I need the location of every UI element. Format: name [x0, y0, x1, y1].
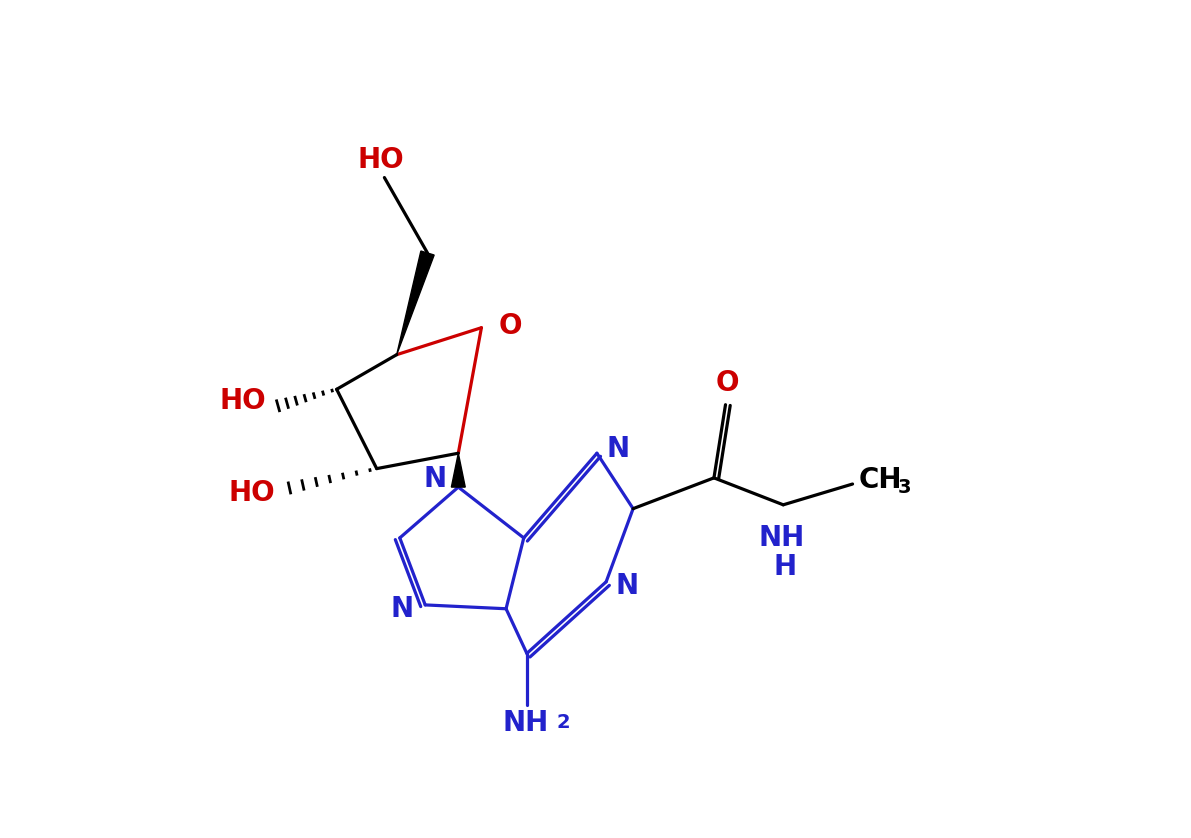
Text: N: N [616, 572, 638, 600]
Text: O: O [498, 313, 522, 340]
Text: H: H [773, 552, 797, 581]
Text: N: N [391, 595, 413, 623]
Polygon shape [397, 251, 435, 354]
Text: N: N [606, 436, 629, 463]
Text: CH: CH [859, 466, 903, 494]
Text: O: O [716, 369, 738, 397]
Text: NH: NH [759, 524, 805, 552]
Text: HO: HO [357, 146, 404, 173]
Text: HO: HO [229, 479, 275, 507]
Text: N: N [424, 465, 447, 494]
Text: 3: 3 [897, 478, 911, 498]
Text: HO: HO [219, 387, 266, 415]
Text: 2: 2 [556, 712, 569, 732]
Text: NH: NH [503, 709, 548, 737]
Polygon shape [451, 453, 466, 487]
